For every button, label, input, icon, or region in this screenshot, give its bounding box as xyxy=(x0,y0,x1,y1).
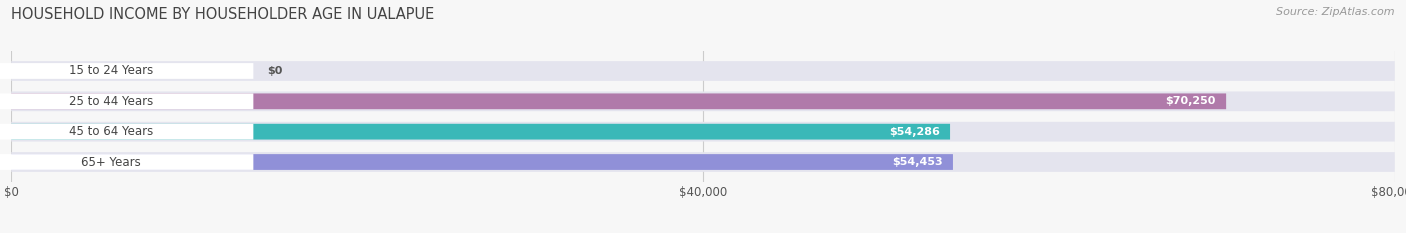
Text: Source: ZipAtlas.com: Source: ZipAtlas.com xyxy=(1277,7,1395,17)
Text: 25 to 44 Years: 25 to 44 Years xyxy=(69,95,153,108)
Text: $54,286: $54,286 xyxy=(889,127,939,137)
Text: $70,250: $70,250 xyxy=(1166,96,1216,106)
FancyBboxPatch shape xyxy=(0,124,253,140)
FancyBboxPatch shape xyxy=(11,93,1226,109)
Text: $54,453: $54,453 xyxy=(891,157,942,167)
FancyBboxPatch shape xyxy=(11,122,1395,141)
FancyBboxPatch shape xyxy=(11,124,950,140)
FancyBboxPatch shape xyxy=(11,61,1395,81)
Text: 45 to 64 Years: 45 to 64 Years xyxy=(69,125,153,138)
Text: 65+ Years: 65+ Years xyxy=(80,155,141,168)
Text: 15 to 24 Years: 15 to 24 Years xyxy=(69,65,153,78)
Text: $0: $0 xyxy=(267,66,283,76)
FancyBboxPatch shape xyxy=(0,63,253,79)
FancyBboxPatch shape xyxy=(0,154,253,170)
FancyBboxPatch shape xyxy=(11,92,1395,111)
FancyBboxPatch shape xyxy=(0,93,253,109)
FancyBboxPatch shape xyxy=(11,154,953,170)
FancyBboxPatch shape xyxy=(11,152,1395,172)
Text: HOUSEHOLD INCOME BY HOUSEHOLDER AGE IN UALAPUE: HOUSEHOLD INCOME BY HOUSEHOLDER AGE IN U… xyxy=(11,7,434,22)
